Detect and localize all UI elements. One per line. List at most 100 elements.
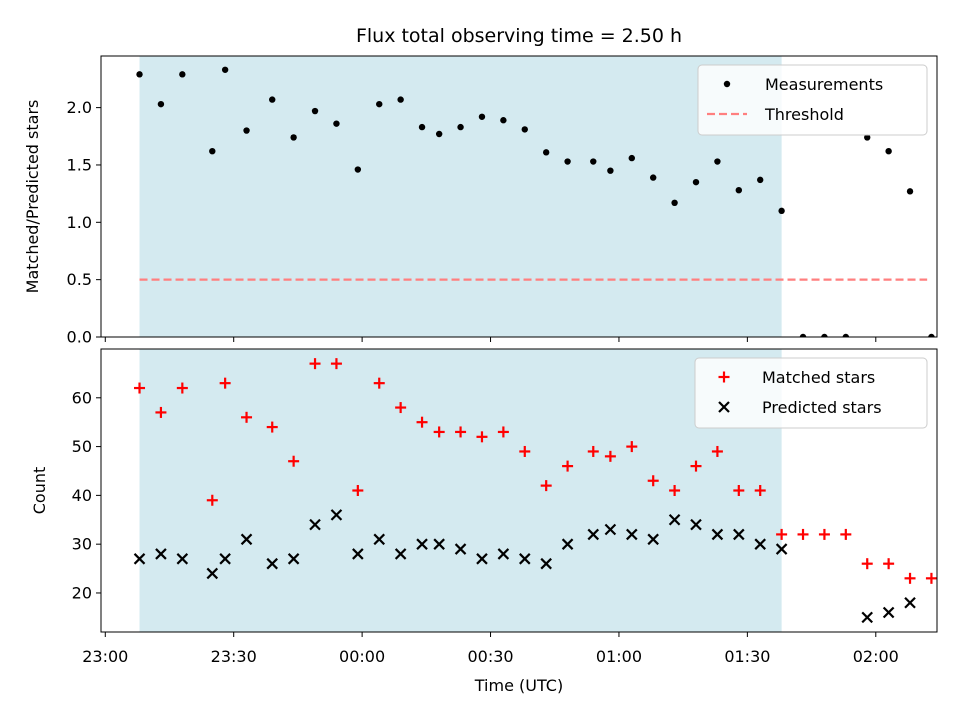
matched-stars-point [840,528,852,540]
measurement-point [354,166,362,173]
predicted-stars-point [330,509,343,521]
matched-stars-point [288,455,300,467]
matched-stars-point [754,485,766,496]
observing-window-shade [139,56,782,337]
y-tick-label: 2.0 [67,98,92,117]
predicted-stars-point [155,548,167,560]
predicted-stars-point [561,538,574,550]
predicted-stars-point [476,553,488,565]
legend: Measurements Threshold [697,64,928,136]
matched-stars-point [476,431,488,443]
x-tick-label: 23:00 [82,647,128,666]
matched-stars-point [206,494,218,506]
measurement-point [864,134,871,141]
matched-stars-point [155,406,167,418]
measurement-point [397,96,404,103]
predicted-stars-point [394,548,407,560]
y-tick-label: 0.5 [67,270,92,289]
measurement-point [692,178,700,186]
predicted-stars-point [309,518,321,531]
matched-stars-point [690,460,702,472]
predicted-stars-point [711,528,724,541]
measurement-point [778,207,785,215]
matched-stars-point [266,421,278,433]
predicted-stars-point [133,553,146,565]
matched-stars-point [241,411,253,423]
matched-stars-point [925,572,937,584]
measurement-point [590,158,597,165]
predicted-stars-point [352,548,364,560]
legend-label: Measurements [765,75,883,94]
measurement-point [376,100,383,108]
measurement-point [821,333,828,337]
measurement-point [542,149,550,156]
predicted-stars-point [497,548,510,560]
legend-label: Predicted stars [762,398,882,417]
matched-stars-point [776,528,788,540]
predicted-stars-point [904,596,916,609]
data-marks [133,358,937,624]
y-tick-label: 60 [72,388,92,407]
matched-stars-point [176,382,188,394]
x-tick-label: 01:00 [596,647,642,666]
measurement-point [136,71,143,78]
measurement-point [157,100,165,108]
matched-stars-point [733,485,745,496]
x-tick-label: 23:30 [211,647,257,666]
predicted-stars-point [287,553,300,565]
y-tick-label: 30 [72,535,92,554]
matched-stars-point [519,445,531,457]
y-tick-label: 50 [72,437,92,456]
chart-title: Flux total observing time = 2.50 h [356,25,682,47]
measurement-point [628,154,635,162]
measurement-point [478,113,486,120]
x-axis-label: Time (UTC) [474,676,563,695]
measurement-point [799,333,807,337]
y-axis-label: Count [30,467,49,515]
matched-stars-point [711,445,723,457]
measurement-point [564,158,571,165]
matched-stars-point [330,358,342,370]
predicted-stars-point [454,543,467,555]
count-panel: 20 30 40 50 60 23:00 23:30 00:00 00:30 01:00 01:30… [30,348,938,695]
predicted-stars-point [240,533,253,546]
measurement-point [671,199,678,207]
predicted-stars-point [540,557,552,570]
matched-stars-point [861,558,873,570]
matched-stars-point [797,528,809,540]
axes-frame [100,348,938,633]
observing-window-shade [139,349,782,632]
matched-stars-point [604,450,616,462]
matched-stars-point [309,358,321,370]
predicted-stars-point [882,606,895,619]
predicted-stars-point [206,567,219,580]
matched-stars-point [395,402,407,414]
measurement-point [179,71,186,78]
measurement-point [243,127,250,134]
legend-marker-predicted [718,401,730,413]
predicted-stars-point [587,528,600,541]
predicted-stars-point [690,518,702,531]
measurement-point [457,123,464,131]
predicted-stars-point [754,538,766,550]
matched-stars-point [883,558,895,570]
matched-stars-point [562,460,574,472]
y-tick-label: 1.0 [67,213,92,232]
legend-box [697,64,928,136]
y-tick-label: 0.0 [67,328,92,347]
measurement-point [290,134,297,141]
predicted-stars-point [775,543,788,555]
y-tick-label: 20 [72,583,92,602]
data-marks [136,66,935,337]
predicted-stars-point [176,553,189,565]
matched-stars-point [669,485,681,496]
measurement-point [928,333,935,337]
matched-stars-point [587,445,599,457]
matched-stars-point [416,416,428,428]
predicted-stars-point [861,611,874,624]
matched-stars-point [134,382,146,394]
measurement-point [735,186,743,194]
measurement-point [269,96,276,103]
predicted-stars-point [519,553,531,565]
x-tick-label: 02:00 [853,647,899,666]
